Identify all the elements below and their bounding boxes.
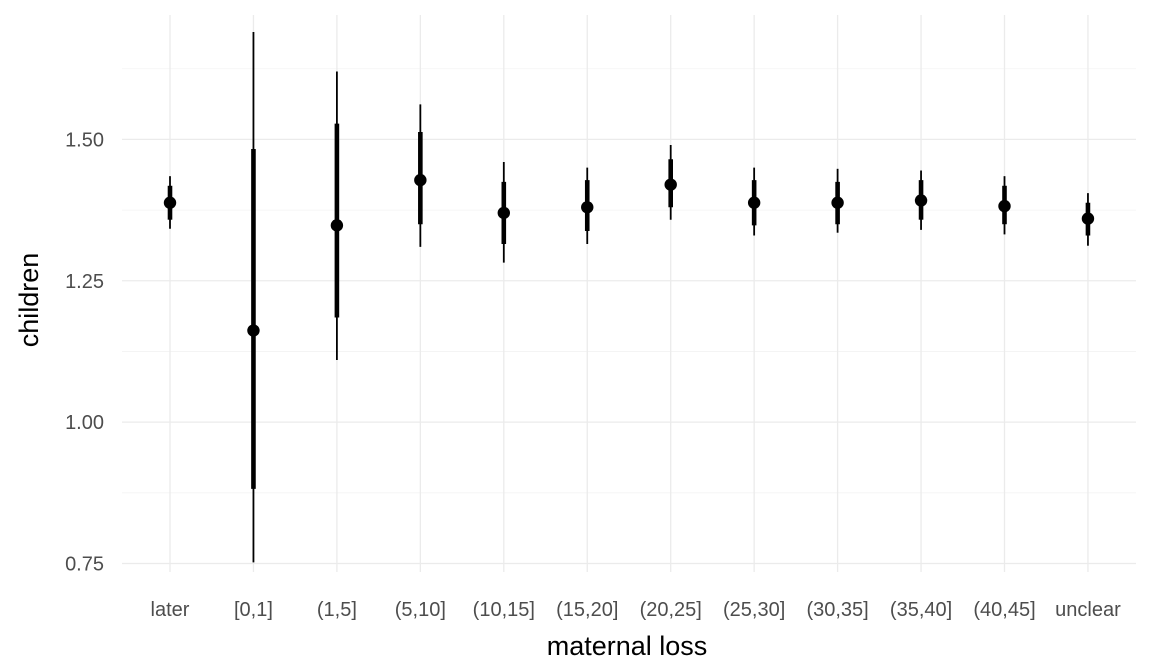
- x-tick-label: (15,20]: [556, 599, 618, 621]
- point-estimate: [831, 196, 844, 209]
- x-tick-label: (30,35]: [806, 599, 868, 621]
- y-tick-label: 1.50: [65, 129, 104, 151]
- axis-ticks: 0.75 1.00 1.25 1.50 later [0,1] (1,5] (5,10] (10…: [65, 129, 1121, 621]
- point-estimate: [414, 173, 427, 187]
- point-estimate: [497, 206, 510, 220]
- x-tick-label: later: [151, 599, 190, 621]
- x-tick-label: (25,30]: [723, 599, 785, 621]
- point-estimate: [163, 196, 177, 209]
- point-estimate: [581, 201, 594, 214]
- point-estimate: [1081, 212, 1095, 225]
- x-tick-label: (40,45]: [973, 599, 1035, 621]
- x-tick-label: [0,1]: [234, 599, 273, 621]
- x-tick-label: (1,5]: [317, 599, 357, 621]
- y-tick-label: 1.00: [65, 412, 104, 434]
- y-tick-label: 0.75: [65, 554, 104, 576]
- point-estimate: [914, 194, 928, 207]
- point-estimate: [998, 199, 1011, 213]
- x-tick-label: (20,25]: [640, 599, 702, 621]
- data-marks: [163, 31, 1095, 563]
- grid: [122, 15, 1136, 572]
- point-estimate: [247, 324, 260, 337]
- y-tick-label: 1.25: [65, 271, 104, 293]
- x-tick-label: (35,40]: [890, 599, 952, 621]
- point-estimate: [747, 196, 761, 209]
- y-axis-title: children: [14, 253, 44, 348]
- point-estimate: [330, 219, 344, 232]
- x-tick-label: (5,10]: [395, 599, 446, 621]
- x-tick-label: (10,15]: [473, 599, 535, 621]
- x-tick-label: unclear: [1055, 599, 1121, 621]
- x-axis-title: maternal loss: [547, 631, 708, 661]
- point-estimate: [664, 178, 677, 191]
